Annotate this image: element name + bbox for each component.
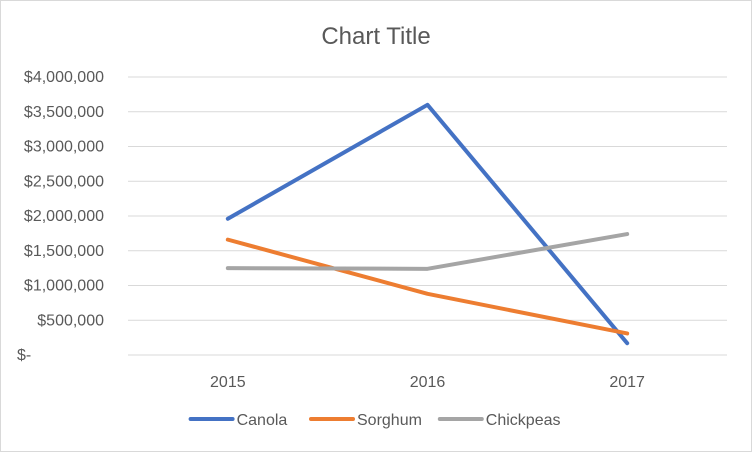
x-tick-label: 2015	[210, 374, 246, 391]
x-tick-label: 2017	[609, 374, 645, 391]
y-axis-labels: $- $500,000 $1,000,000 $1,500,000 $2,000,000…	[17, 69, 104, 364]
y-tick-label: $4,000,000	[24, 69, 104, 86]
legend-item-sorghum: Sorghum	[309, 412, 422, 429]
y-tick-label: $-	[17, 347, 31, 364]
legend-item-canola: Canola	[188, 412, 288, 429]
series-lines	[225, 102, 630, 346]
gridlines	[128, 76, 727, 356]
legend-label: Sorghum	[357, 412, 422, 429]
legend-item-chickpeas: Chickpeas	[437, 412, 561, 429]
y-tick-label: $500,000	[37, 312, 104, 329]
series-line-canola	[225, 102, 630, 346]
y-tick-label: $1,000,000	[24, 278, 104, 295]
y-tick-label: $1,500,000	[24, 243, 104, 260]
y-tick-label: $3,500,000	[24, 104, 104, 121]
y-tick-label: $2,000,000	[24, 208, 104, 225]
legend-label: Chickpeas	[486, 412, 561, 429]
y-tick-label: $2,500,000	[24, 173, 104, 190]
series-line-chickpeas	[225, 232, 630, 271]
x-axis-labels: 2015 2016 2017	[210, 374, 645, 391]
series-line-sorghum	[225, 237, 630, 336]
y-tick-label: $3,000,000	[24, 139, 104, 156]
x-tick-label: 2016	[410, 374, 446, 391]
legend-label: Canola	[237, 412, 288, 429]
legend: Canola Sorghum Chickpeas	[188, 412, 561, 429]
chart-title: Chart Title	[321, 23, 430, 50]
